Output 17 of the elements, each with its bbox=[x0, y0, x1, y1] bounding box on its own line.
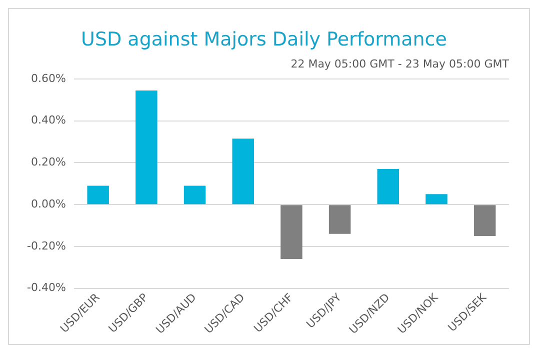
bar bbox=[328, 205, 351, 234]
y-tick-label: -0.20% bbox=[26, 239, 66, 252]
bar bbox=[426, 194, 448, 204]
bar bbox=[280, 205, 302, 259]
y-tick-label: -0.40% bbox=[26, 281, 66, 294]
y-tick-label: 0.20% bbox=[30, 156, 66, 169]
bar bbox=[87, 186, 109, 204]
chart-title: USD against Majors Daily Performance bbox=[81, 28, 447, 50]
bar bbox=[377, 168, 400, 204]
bar bbox=[184, 186, 206, 204]
y-tick-label: 0.60% bbox=[30, 72, 66, 85]
y-tick-label: 0.40% bbox=[30, 114, 66, 127]
bar bbox=[474, 205, 496, 236]
bar bbox=[136, 90, 158, 204]
y-tick-label: 0.00% bbox=[30, 197, 66, 210]
chart-subtitle: 22 May 05:00 GMT - 23 May 05:00 GMT bbox=[290, 57, 510, 70]
bar bbox=[232, 138, 254, 204]
